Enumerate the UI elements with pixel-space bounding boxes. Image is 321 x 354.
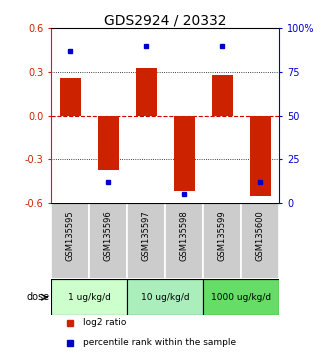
Bar [60,78,81,116]
Bar [127,203,165,279]
Bar [136,68,157,116]
Bar [98,116,119,170]
Text: 10 ug/kg/d: 10 ug/kg/d [141,293,190,302]
Text: GSM135600: GSM135600 [256,211,265,262]
Bar [89,203,127,279]
Text: GSM135596: GSM135596 [104,211,113,262]
Text: GSM135598: GSM135598 [180,211,189,262]
Text: GSM135595: GSM135595 [66,211,75,261]
Bar [127,279,203,315]
Bar [203,203,241,279]
Text: 1 ug/kg/d: 1 ug/kg/d [68,293,111,302]
Text: GSM135599: GSM135599 [218,211,227,261]
Bar [250,116,271,196]
Bar [174,116,195,192]
Text: GSM135597: GSM135597 [142,211,151,262]
Text: 1000 ug/kg/d: 1000 ug/kg/d [211,293,271,302]
Text: percentile rank within the sample: percentile rank within the sample [83,338,236,347]
Text: dose: dose [26,292,49,302]
Text: log2 ratio: log2 ratio [83,318,127,327]
Bar [241,203,279,279]
Title: GDS2924 / 20332: GDS2924 / 20332 [104,13,227,27]
Bar [51,203,89,279]
Bar [212,75,233,116]
Bar [203,279,279,315]
Bar [165,203,203,279]
Bar [51,279,127,315]
